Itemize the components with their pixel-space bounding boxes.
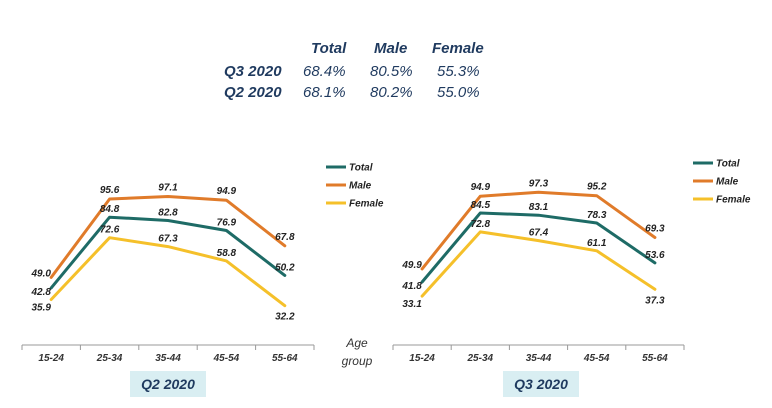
series-line-male-q2 [49, 195, 287, 279]
data-label-male-q3: 97.3 [529, 178, 549, 189]
chart-title-q3: Q3 2020 [503, 371, 579, 397]
data-label-total-q2: 82.8 [158, 208, 178, 219]
data-label-male-q2: 49.0 [30, 268, 51, 279]
x-tick-label-q2: 45-54 [213, 353, 240, 364]
data-label-male-q2: 95.6 [100, 185, 120, 196]
data-label-female-q2: 58.8 [217, 248, 237, 259]
q3-total: 68.4% [303, 63, 346, 80]
data-label-male-q2: 97.1 [158, 182, 178, 193]
data-label-female-q3: 33.1 [402, 299, 422, 310]
data-label-total-q2: 42.8 [30, 287, 51, 298]
series-line-female-q3 [420, 230, 657, 298]
series-line-female-q2 [49, 236, 287, 308]
q3-male: 80.5% [370, 63, 413, 80]
header-male: Male [374, 40, 408, 57]
x-tick-label-q3: 15-24 [409, 353, 435, 364]
data-label-female-q3: 61.1 [587, 238, 607, 249]
header-total: Total [311, 40, 347, 57]
header-female: Female [432, 40, 484, 57]
data-label-total-q3: 83.1 [529, 202, 549, 213]
data-label-female-q3: 72.8 [471, 219, 491, 230]
x-tick-label-q3: 55-64 [642, 353, 668, 364]
x-tick-label-q3: 45-54 [583, 353, 610, 364]
legend-label-male-q2: Male [349, 181, 372, 192]
data-label-female-q3: 67.4 [529, 228, 549, 239]
x-tick-label-q3: 35-44 [526, 353, 552, 364]
summary-table: Total Male Female Q3 2020 68.4% 80.5% 55… [0, 0, 772, 110]
chart-title-q2: Q2 2020 [130, 371, 206, 397]
series-line-total-q3 [420, 211, 657, 284]
legend-label-female-q2: Female [349, 199, 384, 210]
x-tick-label-q2: 55-64 [272, 353, 298, 364]
data-label-male-q3: 94.9 [471, 182, 491, 193]
series-line-total-q2 [49, 215, 287, 290]
row-label-q3: Q3 2020 [224, 63, 282, 80]
data-label-female-q2: 32.2 [275, 312, 295, 323]
row-label-q2: Q2 2020 [224, 84, 282, 101]
data-label-total-q2: 76.9 [217, 217, 237, 228]
data-label-male-q2: 94.9 [217, 186, 237, 197]
q2-male: 80.2% [370, 84, 413, 101]
series-line-male-q3 [420, 190, 657, 271]
x-tick-label-q3: 25-34 [467, 353, 494, 364]
data-label-total-q3: 84.5 [471, 200, 491, 211]
data-label-male-q3: 95.2 [587, 182, 607, 193]
data-label-female-q2: 72.6 [100, 225, 120, 236]
q2-female: 55.0% [437, 84, 480, 101]
legend-label-total-q2: Total [349, 163, 373, 174]
data-label-total-q2: 50.2 [275, 262, 295, 273]
age-axis-label: Age group [341, 336, 373, 368]
q2-total: 68.1% [303, 84, 346, 101]
data-label-total-q3: 41.8 [401, 281, 422, 292]
data-label-total-q2: 84.8 [100, 204, 120, 215]
data-label-female-q2: 35.9 [31, 302, 51, 313]
legend-label-female-q3: Female [716, 195, 751, 206]
legend-label-total-q3: Total [716, 159, 740, 170]
x-tick-label-q2: 15-24 [38, 353, 64, 364]
x-tick-label-q2: 25-34 [96, 353, 123, 364]
data-label-male-q3: 49.9 [401, 260, 422, 271]
data-label-total-q3: 78.3 [587, 210, 607, 221]
q3-female: 55.3% [437, 63, 480, 80]
data-label-male-q3: 69.3 [645, 224, 665, 235]
data-label-female-q3: 37.3 [645, 295, 665, 306]
x-tick-label-q2: 35-44 [155, 353, 181, 364]
data-label-total-q3: 53.6 [645, 250, 665, 261]
legend-label-male-q3: Male [716, 177, 739, 188]
data-label-female-q2: 67.3 [158, 234, 178, 245]
data-label-male-q2: 67.8 [275, 232, 295, 243]
